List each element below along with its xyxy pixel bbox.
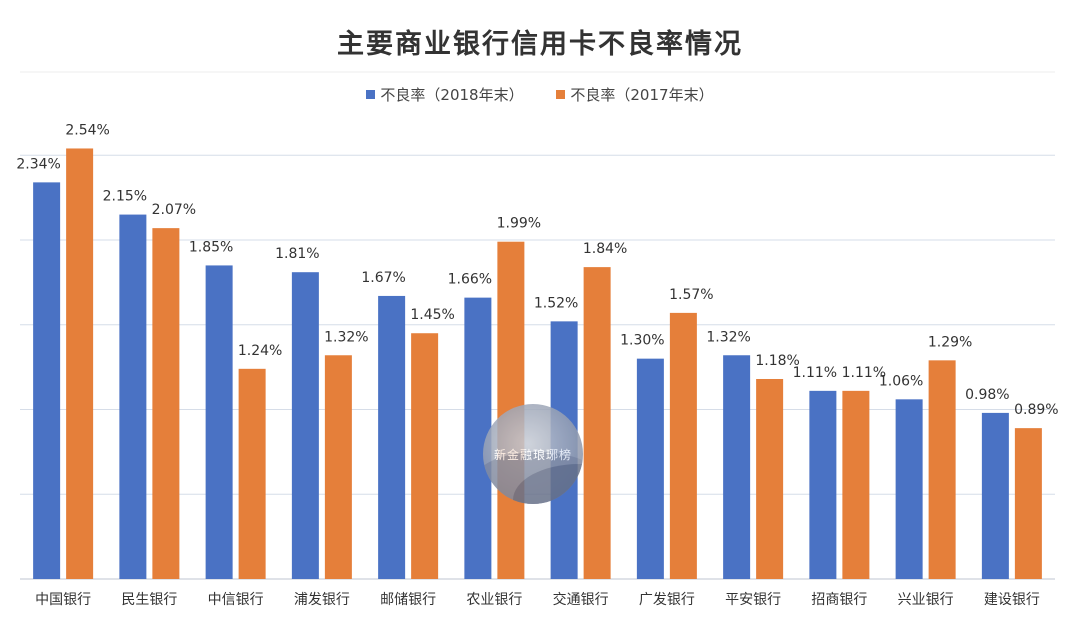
- bar-2018: [291, 272, 319, 579]
- bar-2018: [205, 265, 233, 579]
- bar-2017: [152, 228, 180, 579]
- category-label: 农业银行: [466, 592, 522, 608]
- category-label: 兴业银行: [898, 592, 954, 608]
- data-label: 0.98%: [965, 387, 1009, 403]
- bar-2018: [809, 390, 837, 579]
- chart-title: 主要商业银行信用卡不良率情况: [337, 29, 743, 60]
- data-label: 2.34%: [16, 156, 60, 172]
- category-label: 中信银行: [208, 592, 264, 608]
- bar-2018: [33, 182, 61, 579]
- data-label: 2.07%: [152, 202, 196, 218]
- data-label: 1.99%: [497, 216, 541, 232]
- bar-2018: [981, 412, 1009, 579]
- watermark-text: 新金融琅琊榜: [493, 448, 572, 462]
- category-label: 浦发银行: [294, 592, 350, 608]
- category-label: 邮储银行: [380, 592, 436, 608]
- data-label: 1.18%: [755, 353, 799, 369]
- data-label: 1.85%: [189, 239, 233, 255]
- bar-2017: [238, 368, 266, 579]
- bar-2017: [411, 333, 439, 579]
- category-label: 广发银行: [639, 592, 695, 608]
- category-label: 招商银行: [811, 592, 867, 608]
- legend-item-2017: 不良率（2017年末）: [556, 84, 714, 105]
- category-label: 民生银行: [121, 592, 177, 608]
- category-label: 中国银行: [35, 592, 91, 608]
- bar-2017: [842, 390, 870, 579]
- legend: 不良率（2018年末） 不良率（2017年末）: [0, 84, 1080, 105]
- bar-2018: [378, 295, 406, 579]
- bar-2017: [324, 355, 352, 579]
- data-label: 0.89%: [1014, 402, 1058, 418]
- bar-2017: [669, 312, 697, 579]
- data-label: 1.45%: [410, 307, 454, 323]
- data-label: 1.81%: [275, 246, 319, 262]
- data-label: 1.11%: [793, 365, 837, 381]
- watermark-logo: 新金融琅琊榜: [483, 404, 583, 504]
- data-label: 1.11%: [842, 365, 886, 381]
- data-label: 1.06%: [879, 373, 923, 389]
- bar-2017: [928, 360, 956, 579]
- bar-2017: [583, 267, 611, 579]
- data-label: 2.15%: [103, 189, 147, 205]
- bar-2017: [66, 148, 94, 579]
- category-label: 平安银行: [725, 592, 781, 608]
- legend-label-2017: 不良率（2017年末）: [570, 86, 714, 104]
- data-label: 1.24%: [238, 343, 282, 359]
- legend-swatch-2017: [556, 90, 566, 99]
- bar-2018: [723, 355, 751, 579]
- bar-2018: [636, 358, 664, 579]
- data-label: 1.32%: [706, 329, 750, 345]
- bar-2018: [895, 399, 923, 579]
- category-label: 建设银行: [984, 592, 1040, 608]
- data-label: 1.30%: [620, 333, 664, 349]
- data-label: 2.54%: [65, 122, 109, 138]
- legend-label-2018: 不良率（2018年末）: [380, 86, 524, 104]
- bar-2017: [756, 378, 784, 579]
- legend-swatch-2018: [366, 90, 376, 99]
- data-label: 1.52%: [534, 295, 578, 311]
- bar-2018: [119, 214, 147, 579]
- data-label: 1.67%: [361, 270, 405, 286]
- category-label: 交通银行: [553, 591, 609, 608]
- data-label: 1.29%: [928, 334, 972, 350]
- data-label: 1.84%: [583, 241, 627, 257]
- data-label: 1.57%: [669, 287, 713, 303]
- data-label: 1.32%: [324, 329, 368, 345]
- data-label: 1.66%: [448, 272, 492, 288]
- bar-2017: [1014, 428, 1042, 579]
- legend-item-2018: 不良率（2018年末）: [366, 84, 524, 105]
